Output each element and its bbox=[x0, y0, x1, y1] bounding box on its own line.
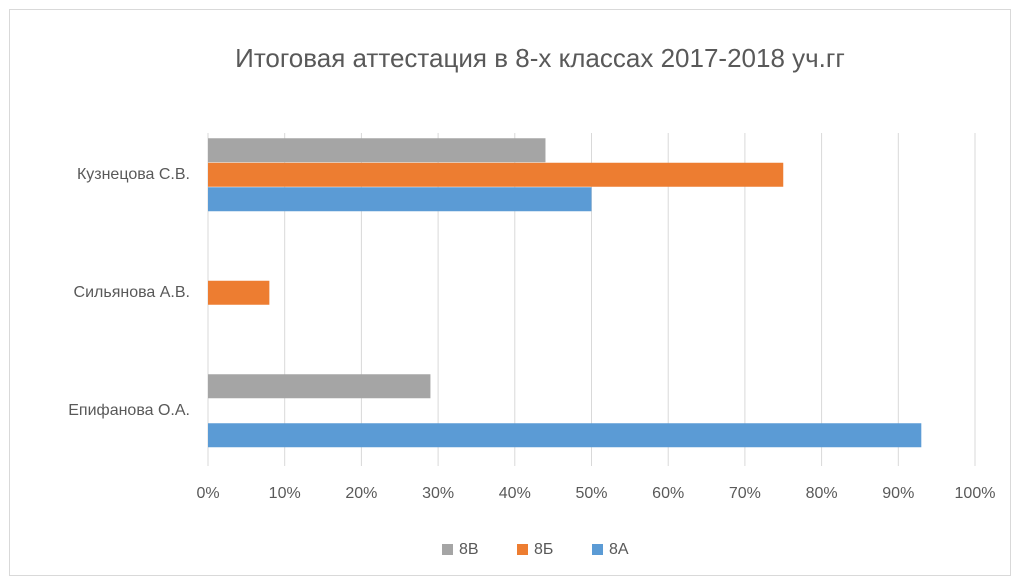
x-tick-label: 0% bbox=[196, 485, 219, 502]
x-tick-label: 50% bbox=[575, 485, 607, 502]
legend-swatch bbox=[442, 544, 453, 555]
x-tick-label: 60% bbox=[652, 485, 684, 502]
legend-swatch bbox=[517, 544, 528, 555]
x-tick-label: 10% bbox=[269, 485, 301, 502]
bar bbox=[208, 280, 270, 305]
bar bbox=[208, 162, 784, 187]
y-tick-label: Сильянова А.В. bbox=[74, 284, 190, 301]
legend-label: 8В bbox=[459, 541, 479, 558]
x-tick-label: 30% bbox=[422, 485, 454, 502]
y-tick-label: Епифанова О.А. bbox=[68, 402, 190, 419]
x-tick-label: 90% bbox=[882, 485, 914, 502]
legend-label: 8А bbox=[609, 541, 629, 558]
x-tick-label: 70% bbox=[729, 485, 761, 502]
x-tick-label: 80% bbox=[806, 485, 838, 502]
bar bbox=[208, 138, 546, 163]
bar bbox=[208, 423, 922, 448]
y-tick-label: Кузнецова С.В. bbox=[77, 166, 190, 183]
x-tick-label: 40% bbox=[499, 485, 531, 502]
bar bbox=[208, 374, 431, 399]
bar bbox=[208, 187, 592, 212]
chart-title: Итоговая аттестация в 8-х классах 2017-2… bbox=[235, 43, 845, 73]
x-tick-label: 100% bbox=[955, 485, 996, 502]
legend-swatch bbox=[592, 544, 603, 555]
x-tick-label: 20% bbox=[345, 485, 377, 502]
legend-label: 8Б bbox=[534, 541, 553, 558]
chart-border bbox=[9, 9, 1011, 576]
